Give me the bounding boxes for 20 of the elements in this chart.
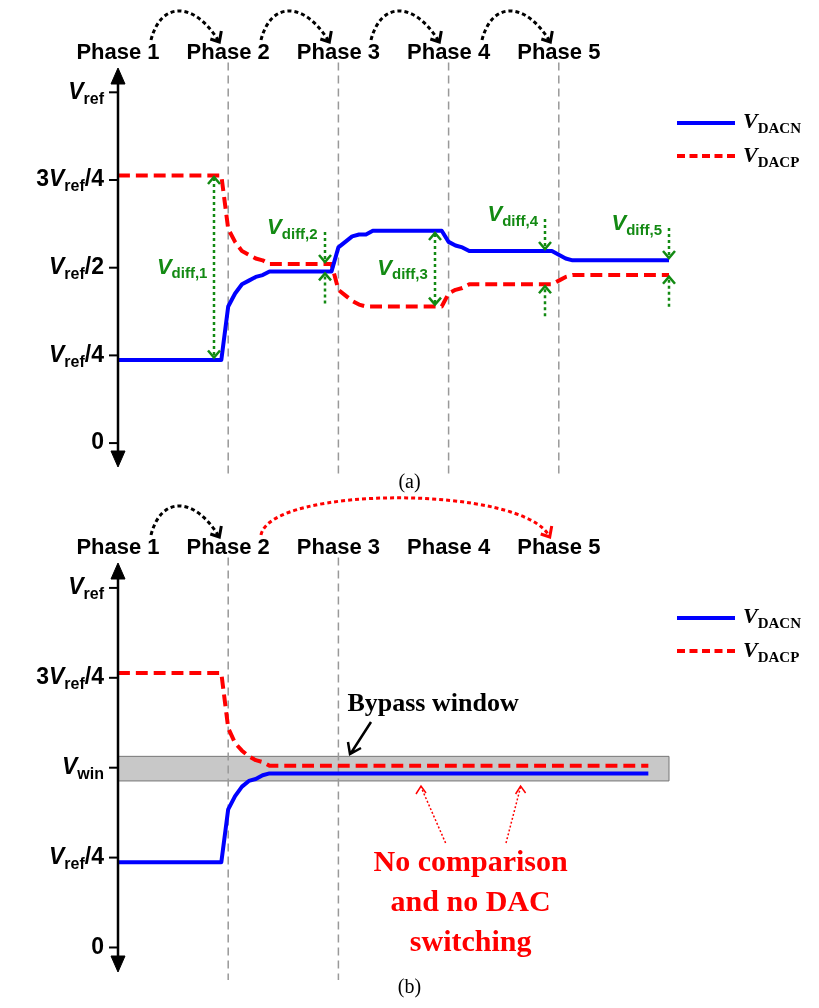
text: (a) xyxy=(398,470,421,494)
x-tick-label: Phase 2 xyxy=(186,534,270,560)
legend-label: V$_{DACP}$ xyxy=(743,636,800,667)
text: 0 xyxy=(91,428,105,455)
legend-label: V$_{DACN}$ xyxy=(743,603,802,633)
x-tick-label: Phase 5 xyxy=(517,39,601,65)
x-tick-label: Phase 5 xyxy=(517,534,601,560)
x-tick-label: Phase 4 xyxy=(407,39,491,65)
x-tick-label: Phase 3 xyxy=(296,534,380,560)
x-tick-label: Phase 1 xyxy=(76,39,160,65)
x-tick-label: Phase 4 xyxy=(407,534,491,560)
text: 0 xyxy=(91,932,105,959)
legend-label: V$_{DACN}$ xyxy=(743,108,802,138)
x-tick-label: Phase 1 xyxy=(76,534,160,560)
legend-label: V$_{DACP}$ xyxy=(743,141,800,172)
annotation: No comparison and no DAC switching xyxy=(373,843,569,957)
band-label: Bypass window xyxy=(347,688,519,718)
x-tick-label: Phase 3 xyxy=(296,39,380,65)
text: (b) xyxy=(397,975,422,999)
x-tick-label: Phase 2 xyxy=(186,39,270,65)
